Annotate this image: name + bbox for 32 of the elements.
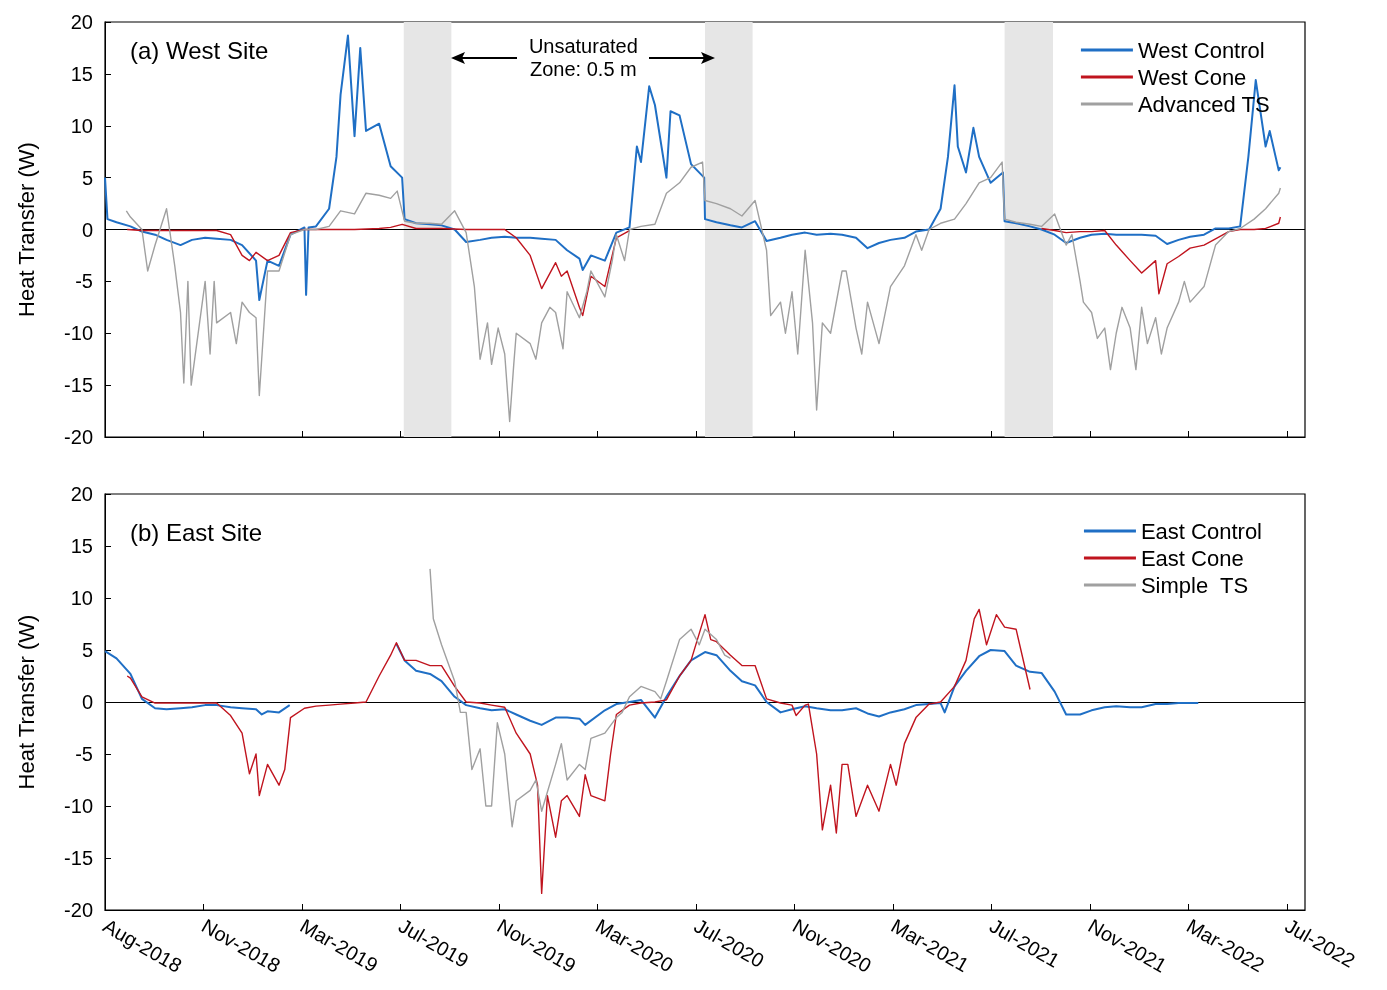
y-tick-label: 0: [81, 218, 93, 241]
y-tick-label: 15: [70, 62, 93, 85]
y-tick-label: 0: [81, 691, 93, 713]
line-series: [429, 568, 732, 828]
y-tick-label: 20: [70, 11, 93, 33]
y-tick-label: -10: [64, 322, 93, 345]
text: (a) West Site: [130, 36, 269, 64]
line-series: [125, 161, 1282, 423]
y-tick-label: -5: [75, 270, 93, 293]
legend-label: East Cone: [1140, 545, 1244, 571]
text: (b) East Site: [130, 518, 263, 546]
y-tick-label: -20: [64, 426, 93, 448]
legend-label: East Control: [1140, 518, 1263, 544]
y-tick-label: -15: [64, 374, 93, 397]
y-tick-label: -15: [64, 847, 93, 869]
y-axis-title: Heat Transfer (W): [13, 614, 39, 790]
legend-label: West Cone: [1137, 64, 1247, 90]
y-tick-label: -10: [64, 795, 93, 817]
legend-label: West Control: [1137, 37, 1265, 63]
y-tick-label: 5: [81, 639, 93, 661]
y-tick-label: 10: [70, 114, 93, 137]
y-tick-label: 15: [70, 535, 93, 557]
line-series: [126, 608, 1031, 895]
line-series: [104, 34, 1282, 302]
y-tick-label: -20: [64, 899, 93, 921]
legend-label: Simple TS: [1140, 572, 1249, 598]
y-axis-title: Heat Transfer (W): [13, 142, 39, 317]
y-tick-label: 5: [81, 166, 93, 189]
y-tick-label: 10: [70, 587, 93, 609]
y-tick-label: 20: [70, 483, 93, 505]
annotation: Unsaturated Zone: 0.5 m: [527, 35, 639, 82]
y-tick-label: -5: [75, 743, 93, 765]
